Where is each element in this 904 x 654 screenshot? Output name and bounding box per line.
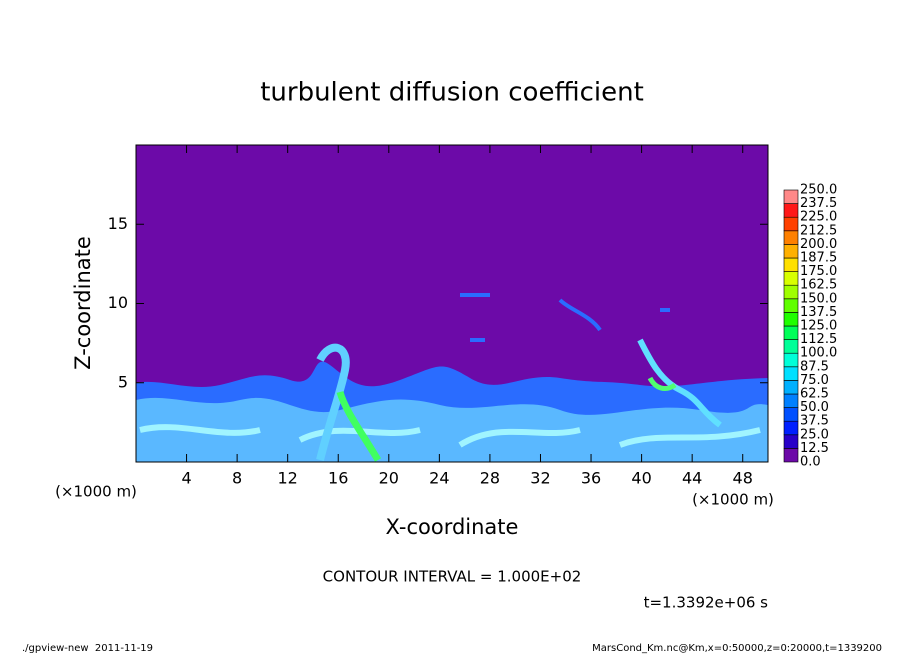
field-streak	[647, 376, 677, 391]
colorbar-bin	[783, 257, 799, 272]
colorbar-bin	[783, 339, 799, 354]
colorbar-bin	[783, 312, 799, 327]
colorbar-bin	[783, 407, 799, 422]
field-streak	[637, 338, 722, 428]
colorbar-bin	[783, 230, 799, 245]
colorbar-bin	[783, 434, 799, 449]
colorbar-label: 162.5	[800, 278, 837, 293]
time-label: t=1.3392e+06 s	[644, 594, 769, 612]
x-tick-label: 40	[631, 469, 651, 488]
colorbar-bin	[783, 284, 799, 300]
x-tick-label: 44	[682, 469, 702, 488]
colorbar-label: 237.5	[800, 196, 837, 211]
x-tick-label: 48	[733, 469, 753, 488]
colorbar-bin	[783, 244, 799, 259]
colorbar-bin	[783, 420, 799, 436]
colorbar-label: 12.5	[800, 441, 829, 456]
y-axis-title: Z-coordinate	[71, 236, 95, 370]
colorbar-bin	[783, 448, 799, 463]
colorbar-label: 137.5	[800, 305, 837, 320]
colorbar-bin	[783, 203, 799, 218]
colorbar-bin	[783, 271, 799, 286]
colorbar-label: 0.0	[800, 455, 821, 470]
field-streak	[316, 343, 350, 461]
colorbar-label: 200.0	[800, 237, 837, 252]
chart-title: turbulent diffusion coefficient	[260, 78, 644, 108]
colorbar-label: 187.5	[800, 251, 837, 266]
colorbar-bin	[783, 352, 799, 368]
x-tick-label: 8	[232, 469, 242, 488]
colorbar-label: 75.0	[800, 373, 829, 388]
colorbar-label: 125.0	[800, 319, 837, 334]
x-tick-label: 16	[328, 469, 348, 488]
colorbar-label: 212.5	[800, 223, 837, 238]
y-tick-label: 5	[118, 372, 128, 391]
x-tick-label: 4	[181, 469, 191, 488]
x-tick-label: 12	[278, 469, 298, 488]
y-tick-label: 15	[108, 214, 128, 233]
x-unit-label: (×1000 m)	[692, 491, 774, 509]
field-patch	[460, 293, 670, 342]
colorbar-label: 150.0	[800, 291, 837, 306]
field-streak	[336, 390, 382, 462]
x-tick-label: 36	[581, 469, 601, 488]
colorbar-bin	[783, 189, 799, 204]
field-region	[136, 397, 768, 462]
colorbar-bin	[783, 393, 799, 408]
colorbar-bin	[783, 216, 799, 232]
colorbar-label: 50.0	[800, 400, 829, 415]
colorbar-label: 100.0	[800, 346, 837, 361]
colorbar-bin	[783, 366, 799, 381]
colorbar-bin	[783, 298, 799, 313]
x-axis-title: X-coordinate	[386, 515, 519, 539]
colorbar-label: 37.5	[800, 414, 829, 429]
colorbar-label: 225.0	[800, 210, 837, 225]
footer-left: ./gpview-new 2011-11-19	[22, 643, 153, 654]
colorbar-label: 62.5	[800, 387, 829, 402]
colorbar-label: 87.5	[800, 359, 829, 374]
colorbar-label: 175.0	[800, 264, 837, 279]
field	[136, 293, 768, 462]
colorbar-bin	[783, 380, 799, 395]
x-unit-label: (×1000 m)	[55, 483, 137, 501]
colorbar-label: 250.0	[800, 183, 837, 198]
footer-right: MarsCond_Km.nc@Km,x=0:50000,z=0:20000,t=…	[592, 643, 882, 654]
x-tick-label: 32	[530, 469, 550, 488]
contour-interval: CONTOUR INTERVAL = 1.000E+02	[323, 568, 582, 586]
y-tick-label: 10	[108, 293, 128, 312]
x-tick-label: 24	[429, 469, 449, 488]
x-tick-label: 20	[379, 469, 399, 488]
x-tick-label: 28	[480, 469, 500, 488]
colorbar-bin	[783, 325, 799, 340]
colorbar-label: 25.0	[800, 427, 829, 442]
colorbar-label: 112.5	[800, 332, 837, 347]
